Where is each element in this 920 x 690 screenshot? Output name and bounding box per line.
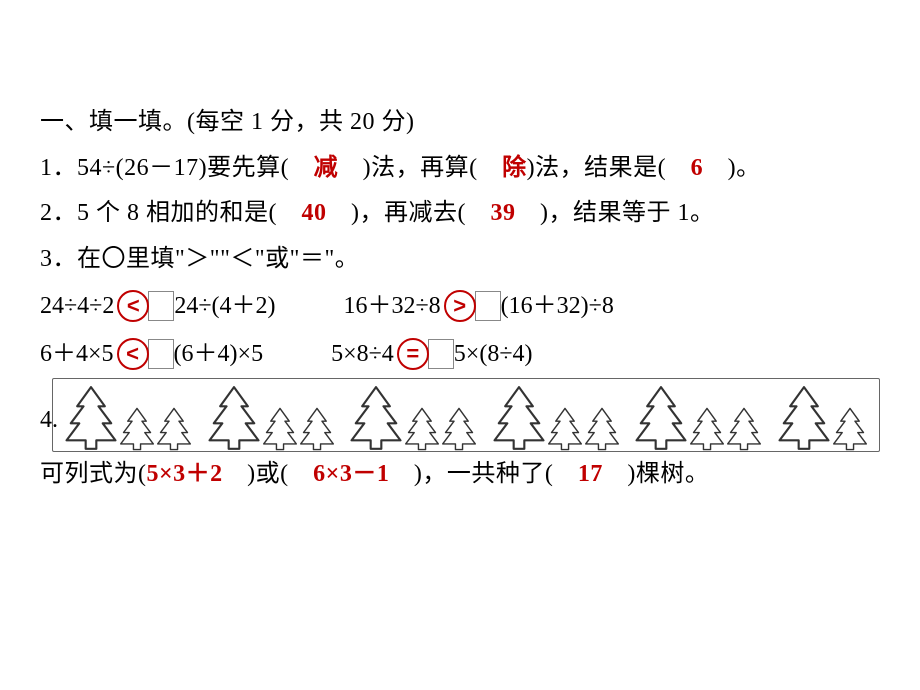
question-2: 2．5 个 8 相加的和是( 40 )，再减去( 39 )，结果等于 1。	[40, 191, 880, 237]
tree-icon	[207, 385, 261, 451]
blank-box	[148, 339, 174, 369]
q2-suffix: )，结果等于 1。	[515, 200, 714, 226]
q3-oval-char: 〇	[102, 246, 127, 272]
q3-p1: 3．在	[40, 246, 102, 272]
expr-right-2: 5×(8÷4)	[454, 330, 533, 378]
expr-left: 6＋4×5	[40, 330, 114, 378]
blank-box	[428, 339, 454, 369]
compare-symbol: >	[453, 295, 466, 317]
q1-suffix: )。	[703, 155, 761, 181]
tree-group	[492, 385, 620, 451]
q4-prefix: 可列式为(	[40, 461, 147, 487]
tree-icon	[404, 407, 440, 451]
q4-answer-2: 6×3－1	[313, 461, 389, 487]
section-title: 一、填一填。(每空 1 分，共 20 分)	[40, 100, 880, 146]
q2-answer-1: 40	[302, 200, 327, 226]
compare-circle: >	[443, 289, 477, 323]
compare-symbol: <	[127, 295, 140, 317]
expr-right: 24÷(4＋2)	[174, 282, 275, 330]
q2-answer-2: 39	[490, 200, 515, 226]
expr-left-2: 5×8÷4	[331, 330, 394, 378]
tree-icon	[492, 385, 546, 451]
tree-group	[207, 385, 335, 451]
tree-frame	[52, 378, 880, 452]
tree-icon	[119, 407, 155, 451]
question-3-prompt: 3．在〇里填"＞""＜"或"＝"。	[40, 237, 880, 283]
q3-row: 6＋4×5 < (6＋4)×5 5×8÷4 = 5×(8÷4)	[40, 330, 880, 378]
question-1: 1．54÷(26－17)要先算( 减 )法，再算( 除)法，结果是( 6 )。	[40, 146, 880, 192]
q3-row: 24÷4÷2 < 24÷(4＋2) 16＋32÷8 > (16＋32)÷8	[40, 282, 880, 330]
tree-icon	[441, 407, 477, 451]
compare-circle: =	[396, 337, 430, 371]
tree-icon	[262, 407, 298, 451]
tree-icon	[832, 407, 868, 451]
tree-icon	[634, 385, 688, 451]
compare-symbol: =	[406, 343, 419, 365]
tree-group	[64, 385, 192, 451]
q3-oval: 〇	[102, 237, 127, 283]
compare-symbol: <	[126, 343, 139, 365]
question-4-line2: 可列式为(5×3＋2 )或( 6×3－1 )，一共种了( 17 )棵树。	[40, 452, 880, 498]
tree-icon	[777, 385, 831, 451]
expr-left-2: 16＋32÷8	[344, 282, 441, 330]
tree-icon	[584, 407, 620, 451]
tree-icon	[349, 385, 403, 451]
q4-mid2: )，一共种了(	[389, 461, 577, 487]
question-3-rows: 24÷4÷2 < 24÷(4＋2)16＋32÷8 > (16＋32)÷86＋4×…	[40, 282, 880, 378]
tree-group	[634, 385, 762, 451]
q3-p2: 里填"＞""＜"或"＝"。	[126, 246, 359, 272]
compare-circle: <	[116, 289, 150, 323]
q2-prefix: 2．5 个 8 相加的和是(	[40, 200, 302, 226]
q4-answer-3: 17	[578, 461, 603, 487]
q4-mid1: )或(	[223, 461, 313, 487]
tree-icon	[726, 407, 762, 451]
q1-mid1: )法，再算(	[338, 155, 502, 181]
q1-answer-2: 除	[502, 155, 527, 181]
tree-icon	[299, 407, 335, 451]
tree-icon	[156, 407, 192, 451]
q1-answer-3: 6	[691, 155, 704, 181]
blank-box	[475, 291, 501, 321]
q1-prefix: 1．54÷(26－17)要先算(	[40, 155, 314, 181]
tree-group	[349, 385, 477, 451]
q2-mid1: )，再减去(	[327, 200, 491, 226]
blank-box	[148, 291, 174, 321]
tree-group	[777, 385, 868, 451]
tree-icon	[547, 407, 583, 451]
tree-icon	[64, 385, 118, 451]
compare-circle: <	[116, 337, 150, 371]
expr-right: (6＋4)×5	[174, 330, 264, 378]
tree-icon	[689, 407, 725, 451]
q4-suffix: )棵树。	[603, 461, 710, 487]
question-4-figure-row: 4.	[40, 378, 880, 452]
expr-left: 24÷4÷2	[40, 282, 114, 330]
q4-answer-1: 5×3＋2	[147, 461, 223, 487]
expr-right-2: (16＋32)÷8	[501, 282, 614, 330]
q1-mid2: )法，结果是(	[527, 155, 691, 181]
q1-answer-1: 减	[314, 155, 339, 181]
